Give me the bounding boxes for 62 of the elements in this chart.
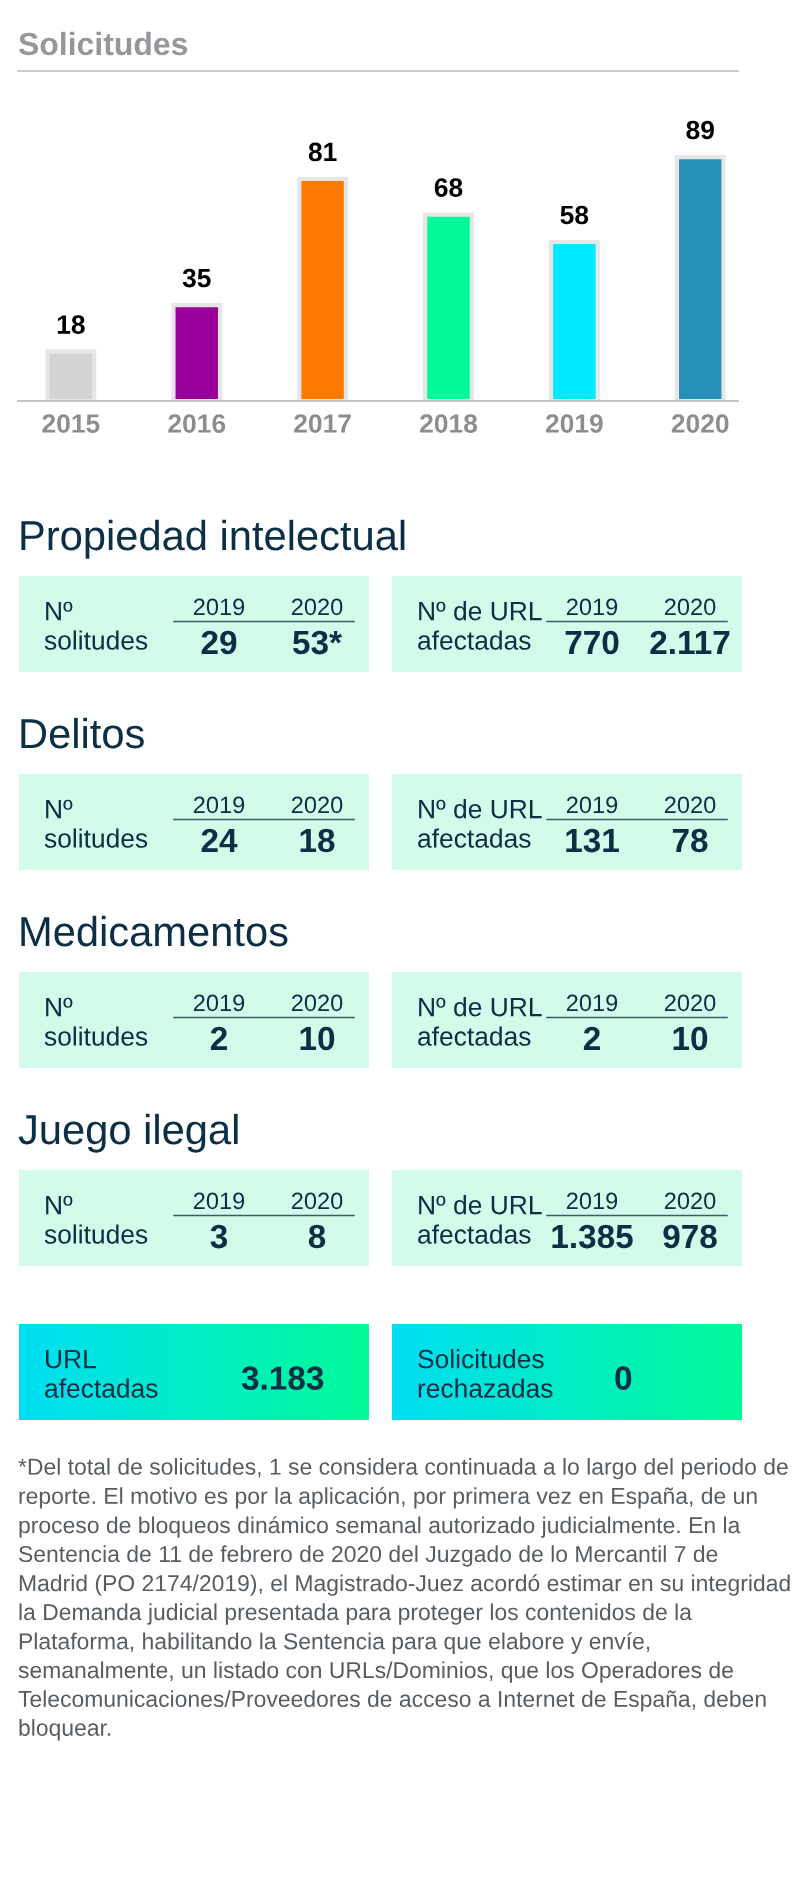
category-label: 2020 — [291, 994, 343, 1012]
category-label: 2019 — [193, 1192, 245, 1210]
text: 1.385 — [552, 1224, 633, 1249]
text: Nº solitudes — [44, 1195, 148, 1244]
category-label: 2020 — [664, 994, 716, 1012]
text: Solicitudes rechazadas — [418, 1349, 553, 1398]
text: 10 — [673, 1026, 708, 1051]
category-label: 2020 — [291, 796, 343, 814]
category-label: 2019 — [193, 796, 245, 814]
category-label: 2019 — [566, 598, 618, 616]
text: 3 — [210, 1224, 228, 1249]
data-label: 68 — [434, 178, 463, 197]
x-tick-label: 2020 — [671, 414, 729, 433]
text: 3.183 — [241, 1366, 324, 1390]
x-tick-label: 2017 — [294, 414, 351, 433]
text: Juego ilegal — [18, 1113, 238, 1153]
text: 78 — [672, 828, 708, 853]
text: 2 — [210, 1026, 227, 1050]
text: 0 — [615, 1366, 632, 1390]
category-label: 2020 — [664, 1192, 716, 1210]
text: 29 — [201, 630, 237, 655]
category-label: 2019 — [566, 994, 618, 1012]
text: 2.117 — [650, 630, 730, 654]
text: Nº de URL afectadas — [418, 997, 542, 1046]
text: 8 — [308, 1224, 326, 1249]
text: Nº solitudes — [44, 601, 148, 650]
data-label: 81 — [308, 142, 337, 162]
x-tick-label: 2019 — [545, 414, 603, 433]
text: Medicamentos — [21, 915, 288, 947]
text: Delitos — [21, 717, 144, 749]
text: Nº solitudes — [44, 997, 148, 1046]
text: 18 — [300, 828, 335, 853]
chart-title: Solicitudes — [18, 31, 188, 56]
text: *Del total de solicitudes, 1 se considera continuada a lo largo del periodo de reporte. El motivo es por la aplicación, por primera vez en España, de un proceso de bloqueos dinámico semanal autorizado judicialmente. En la Sentencia de 11 de febrero de 2020 del Juzgado de lo Mercantil 7 de Madrid (PO 2174/2019), el Magistrado-Juez acordó estimar en su integridad la Demanda judicial presentada para proteger los contenidos de la Plataforma, habilitando la Sentencia para que elabore y envíe, semanalmente, un listado con URLs/Dominios, que los Operadores de Telecomunicaciones/Proveedores de acceso a Internet de España, deben bloquear. — [18, 1458, 790, 1741]
data-label: 35 — [182, 268, 211, 288]
data-label: 89 — [686, 120, 714, 140]
category-label: 2020 — [664, 598, 716, 616]
text: Nº solitudes — [44, 799, 148, 848]
text: 978 — [663, 1224, 717, 1249]
data-label: 58 — [560, 205, 589, 225]
data-label: 18 — [57, 315, 85, 334]
text: 131 — [566, 828, 619, 853]
text: Nº de URL afectadas — [418, 1195, 542, 1244]
category-label: 2020 — [291, 1192, 343, 1210]
text: 53* — [293, 630, 342, 655]
x-tick-label: 2015 — [42, 414, 100, 433]
x-tick-label: 2016 — [168, 414, 226, 433]
category-label: 2020 — [291, 598, 343, 616]
text: Nº de URL afectadas — [418, 799, 542, 848]
text: 2 — [583, 1026, 600, 1050]
text: Nº de URL afectadas — [418, 601, 542, 650]
category-label: 2019 — [193, 994, 245, 1012]
text: 770 — [565, 630, 619, 655]
text: Propiedad intelectual — [21, 519, 405, 559]
text: 24 — [201, 828, 238, 852]
category-label: 2020 — [664, 796, 716, 814]
x-tick-label: 2018 — [420, 414, 478, 433]
category-label: 2019 — [193, 598, 245, 616]
text: URL afectadas — [45, 1349, 158, 1398]
text: 10 — [300, 1026, 335, 1051]
category-label: 2019 — [566, 1192, 618, 1210]
category-label: 2019 — [566, 796, 618, 814]
